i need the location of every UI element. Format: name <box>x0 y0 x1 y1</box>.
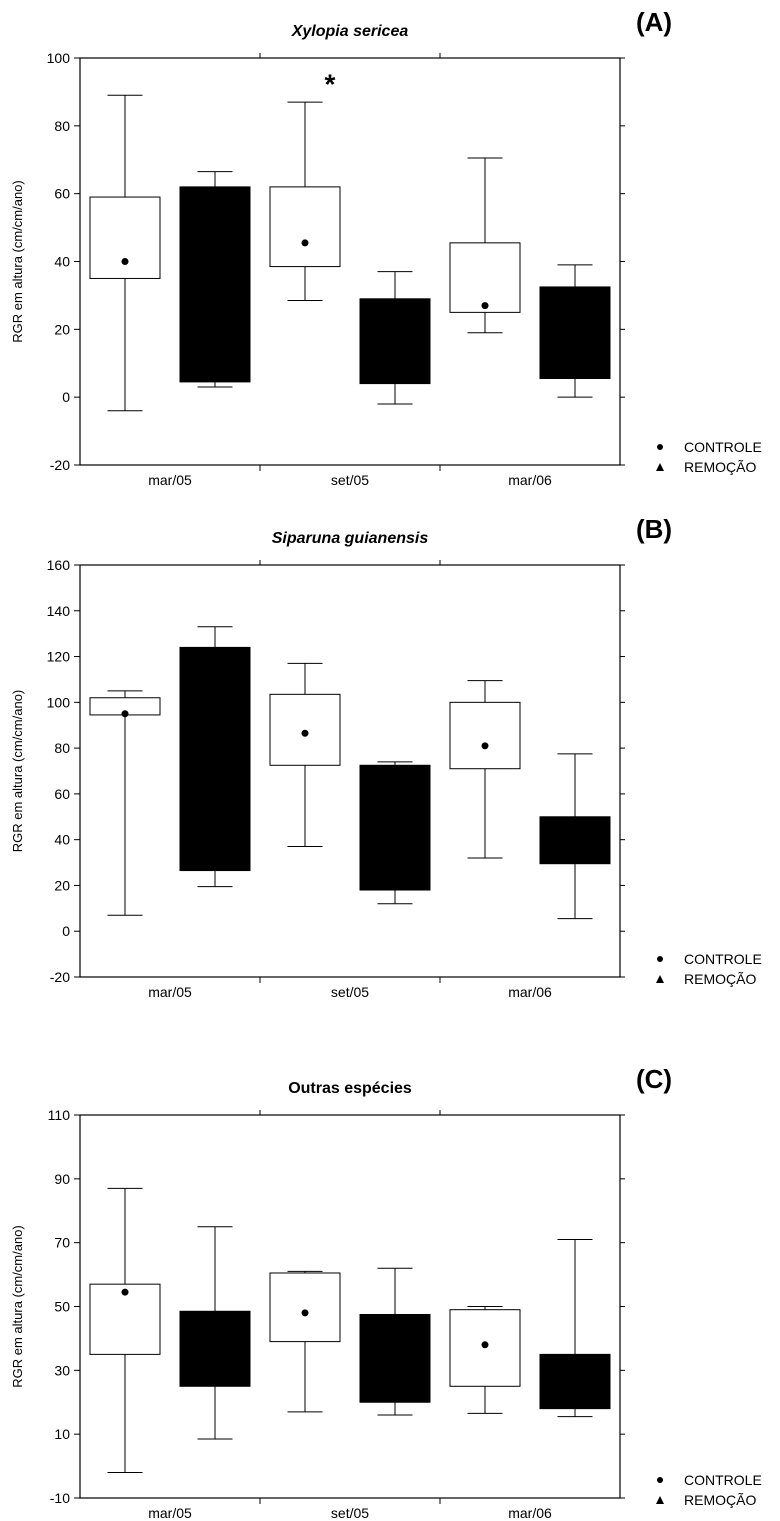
x-tick-label: mar/06 <box>508 1505 552 1521</box>
legend-label: CONTROLE <box>684 1472 762 1488</box>
x-tick-label: mar/06 <box>508 984 552 1000</box>
median-point <box>481 302 489 310</box>
y-tick-label: 100 <box>47 694 71 710</box>
box-controle <box>449 701 521 770</box>
median-point <box>121 258 129 265</box>
y-tick-label: 50 <box>54 1299 70 1315</box>
panel-label: (B) <box>636 514 672 544</box>
x-tick-label: set/05 <box>331 984 369 1000</box>
y-tick-label: 60 <box>54 786 70 802</box>
chart-title: Outras espécies <box>288 1080 412 1097</box>
plot-frame <box>79 564 621 978</box>
x-tick-label: set/05 <box>331 1505 369 1521</box>
y-tick-label: 20 <box>54 321 70 337</box>
y-tick-label: -10 <box>50 1490 70 1506</box>
x-tick-label: mar/05 <box>148 472 192 488</box>
chart-panel-2: Outras espécies (C) RGR em altura (cm/cm/a… <box>10 1064 762 1521</box>
legend-circle-icon <box>657 444 663 450</box>
legend-label: CONTROLE <box>684 951 762 967</box>
panel-label: (A) <box>636 7 672 37</box>
box-controle <box>449 242 521 313</box>
median-point <box>301 729 309 737</box>
box-controle <box>269 693 341 766</box>
y-tick-label: 40 <box>54 254 70 270</box>
x-tick-label: mar/05 <box>148 1505 192 1521</box>
y-tick-label: 90 <box>54 1171 70 1187</box>
y-tick-label: 40 <box>54 832 70 848</box>
chart-panel-0: Xylopia sericea (A) RGR em altura (cm/cm/a… <box>10 7 762 488</box>
legend-triangle-icon <box>656 463 664 471</box>
y-tick-label: 80 <box>54 740 70 756</box>
y-tick-label: 100 <box>47 50 71 66</box>
legend-circle-icon <box>657 1477 663 1483</box>
y-tick-label: 70 <box>54 1235 70 1251</box>
box-remocao <box>359 1313 431 1403</box>
plot-frame <box>79 1114 621 1499</box>
y-tick-label: 80 <box>54 118 70 134</box>
box-controle <box>269 1272 341 1343</box>
y-axis-label: RGR em altura (cm/cm/ano) <box>10 180 25 343</box>
legend-label: REMOÇÃO <box>684 971 756 987</box>
panel-label: (C) <box>636 1064 672 1094</box>
y-tick-label: -20 <box>50 969 70 985</box>
y-axis-label: RGR em altura (cm/cm/ano) <box>10 690 25 853</box>
box-remocao <box>539 816 611 865</box>
box-remocao <box>359 298 431 385</box>
x-tick-label: mar/05 <box>148 984 192 1000</box>
legend-label: CONTROLE <box>684 439 762 455</box>
median-point <box>481 742 489 750</box>
box-remocao <box>539 286 611 380</box>
x-tick-label: mar/06 <box>508 472 552 488</box>
median-point <box>481 1341 489 1349</box>
y-tick-label: 60 <box>54 186 70 202</box>
y-tick-label: 120 <box>47 649 71 665</box>
box-controle <box>89 196 161 279</box>
chart-title: Siparuna guianensis <box>272 530 429 547</box>
legend-label: REMOÇÃO <box>684 1492 756 1508</box>
y-tick-label: 110 <box>48 1107 71 1123</box>
box-remocao <box>179 186 251 383</box>
median-point <box>301 1309 309 1317</box>
box-remocao <box>539 1353 611 1410</box>
y-tick-label: 160 <box>47 557 71 573</box>
chart-title: Xylopia sericea <box>291 23 409 40</box>
box-controle <box>89 1283 161 1355</box>
median-point <box>301 239 309 247</box>
y-tick-label: 0 <box>62 389 70 405</box>
box-remocao <box>359 764 431 891</box>
y-tick-label: 20 <box>54 877 70 893</box>
median-point <box>121 1288 129 1296</box>
plot-frame <box>79 57 621 466</box>
y-tick-label: 10 <box>54 1426 70 1442</box>
significance-annotation: * <box>325 69 336 100</box>
y-tick-label: -20 <box>50 457 70 473</box>
legend-circle-icon <box>657 956 663 962</box>
box-remocao <box>179 646 251 872</box>
chart-panel-1: Siparuna guianensis (B) RGR em altura (cm/… <box>10 514 762 1000</box>
legend-triangle-icon <box>656 975 664 983</box>
y-tick-label: 0 <box>62 923 70 939</box>
box-remocao <box>179 1310 251 1387</box>
legend-label: REMOÇÃO <box>684 459 756 475</box>
x-tick-label: set/05 <box>331 472 369 488</box>
y-axis-label: RGR em altura (cm/cm/ano) <box>10 1225 25 1388</box>
legend-triangle-icon <box>656 1496 664 1504</box>
y-tick-label: 30 <box>54 1362 70 1378</box>
median-point <box>121 710 129 718</box>
box-controle <box>269 186 341 268</box>
y-tick-label: 140 <box>47 603 71 619</box>
